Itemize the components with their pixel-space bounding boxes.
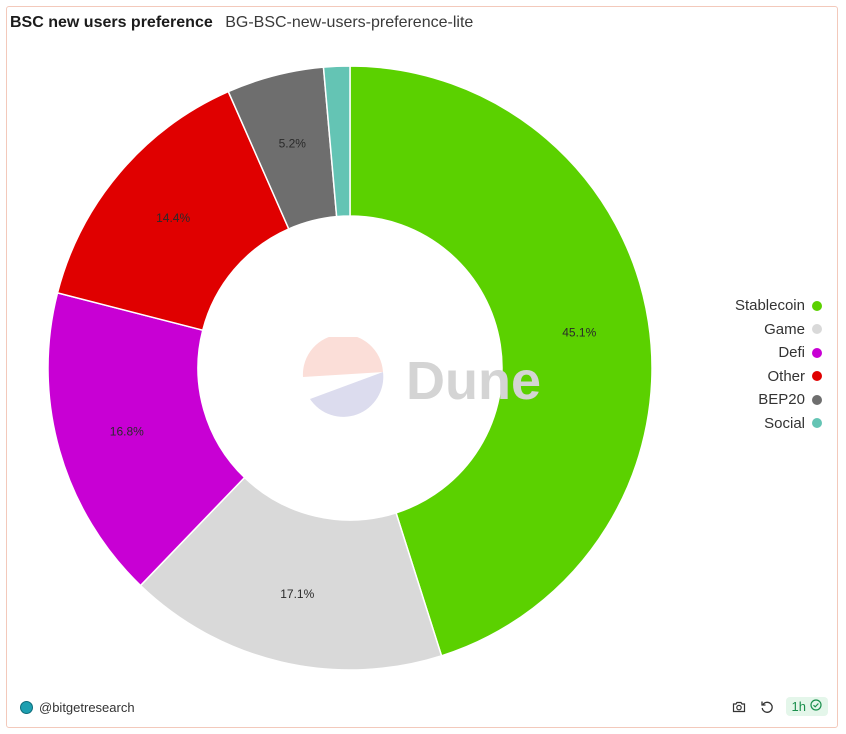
legend-item-defi[interactable]: Defi: [735, 341, 822, 365]
refresh-interval-badge[interactable]: 1h: [785, 697, 828, 716]
slice-label-stablecoin: 45.1%: [562, 325, 596, 339]
legend-label: Other: [767, 367, 805, 385]
slice-label-game: 17.1%: [280, 587, 314, 601]
author-name: @bitgetresearch: [39, 700, 135, 715]
chart-title: BSC new users preference: [10, 14, 213, 31]
author-link[interactable]: @bitgetresearch: [20, 700, 135, 715]
chart-header: BSC new users preference BG-BSC-new-user…: [10, 14, 473, 32]
legend-item-social[interactable]: Social: [735, 412, 822, 436]
legend-swatch: [812, 418, 822, 429]
refresh-icon[interactable]: [758, 698, 776, 716]
slice-social[interactable]: [322, 65, 351, 218]
refresh-interval: 1h: [791, 699, 806, 714]
legend-swatch: [812, 347, 822, 358]
slice-game[interactable]: [139, 476, 443, 671]
camera-icon[interactable]: [730, 698, 748, 716]
slice-stablecoin[interactable]: [349, 65, 653, 657]
chart-actions: 1h: [730, 697, 828, 716]
legend-label: Social: [764, 414, 805, 432]
legend-label: BEP20: [758, 391, 805, 409]
check-circle-icon: [810, 699, 822, 714]
legend-label: Stablecoin: [734, 297, 805, 315]
chart-legend: Stablecoin Game Defi Other BEP20 Social: [735, 294, 822, 435]
legend-label: Game: [764, 320, 805, 338]
avatar: [20, 701, 33, 714]
legend-label: Defi: [778, 344, 805, 362]
slice-label-other: 14.4%: [156, 211, 190, 225]
slice-defi[interactable]: [47, 291, 246, 587]
legend-item-bep20[interactable]: BEP20: [735, 388, 822, 412]
slice-label-defi: 16.8%: [110, 424, 144, 438]
query-name[interactable]: BG-BSC-new-users-preference-lite: [225, 14, 474, 31]
legend-swatch: [812, 324, 822, 335]
legend-item-stablecoin[interactable]: Stablecoin: [735, 294, 822, 318]
legend-swatch: [812, 300, 822, 311]
legend-item-other[interactable]: Other: [735, 365, 822, 389]
slice-other[interactable]: [56, 90, 290, 332]
legend-swatch: [812, 371, 822, 382]
slice-label-bep20: 5.2%: [279, 136, 307, 150]
legend-swatch: [812, 394, 822, 405]
legend-item-game[interactable]: Game: [735, 318, 822, 342]
